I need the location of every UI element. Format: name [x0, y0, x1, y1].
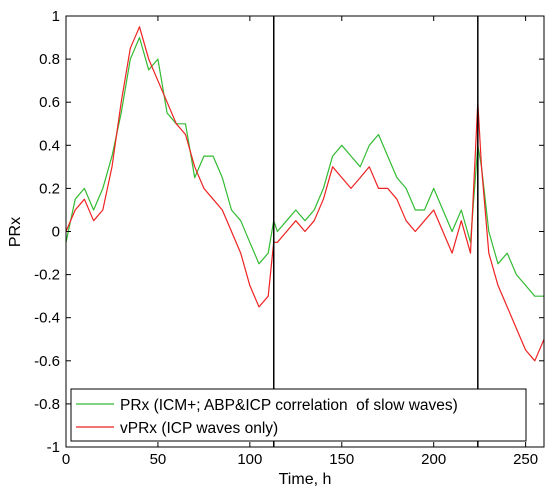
y-tick-label: -0.6 — [34, 353, 60, 370]
legend-label-prx: PRx (ICM+; ABP&ICP correlation of slow w… — [120, 397, 458, 414]
y-tick-label: 0.8 — [39, 51, 60, 68]
y-tick-label: -0.8 — [34, 396, 60, 413]
x-axis-label: Time, h — [279, 471, 332, 488]
x-tick-label: 50 — [150, 451, 167, 468]
y-tick-label: -0.4 — [34, 310, 60, 327]
x-tick-label: 100 — [237, 451, 262, 468]
x-axis-ticks: 0 50 100 150 200 250 — [62, 16, 538, 468]
series-layer — [65, 26, 545, 362]
y-axis-label: PRx — [7, 217, 24, 247]
series-line-vprx — [65, 26, 545, 362]
y-tick-label: 0.6 — [39, 94, 60, 111]
x-tick-label: 0 — [62, 451, 70, 468]
y-tick-label: 0.4 — [39, 137, 60, 154]
y-tick-label: 1 — [52, 8, 60, 25]
y-tick-label: 0 — [52, 224, 60, 241]
x-tick-label: 250 — [513, 451, 538, 468]
y-axis-ticks: -1 -0.8 -0.6 -0.4 -0.2 0 0.2 0.4 0.6 0.8 1 — [34, 8, 544, 456]
y-tick-label: -0.2 — [34, 267, 60, 284]
y-tick-label: -1 — [47, 439, 60, 456]
x-tick-label: 200 — [421, 451, 446, 468]
legend: PRx (ICM+; ABP&ICP correlation of slow w… — [70, 388, 527, 442]
legend-box — [70, 388, 527, 442]
y-tick-label: 0.2 — [39, 180, 60, 197]
legend-label-vprx: vPRx (ICP waves only) — [120, 420, 278, 437]
x-tick-label: 150 — [329, 451, 354, 468]
vertical-lines — [272, 16, 479, 447]
